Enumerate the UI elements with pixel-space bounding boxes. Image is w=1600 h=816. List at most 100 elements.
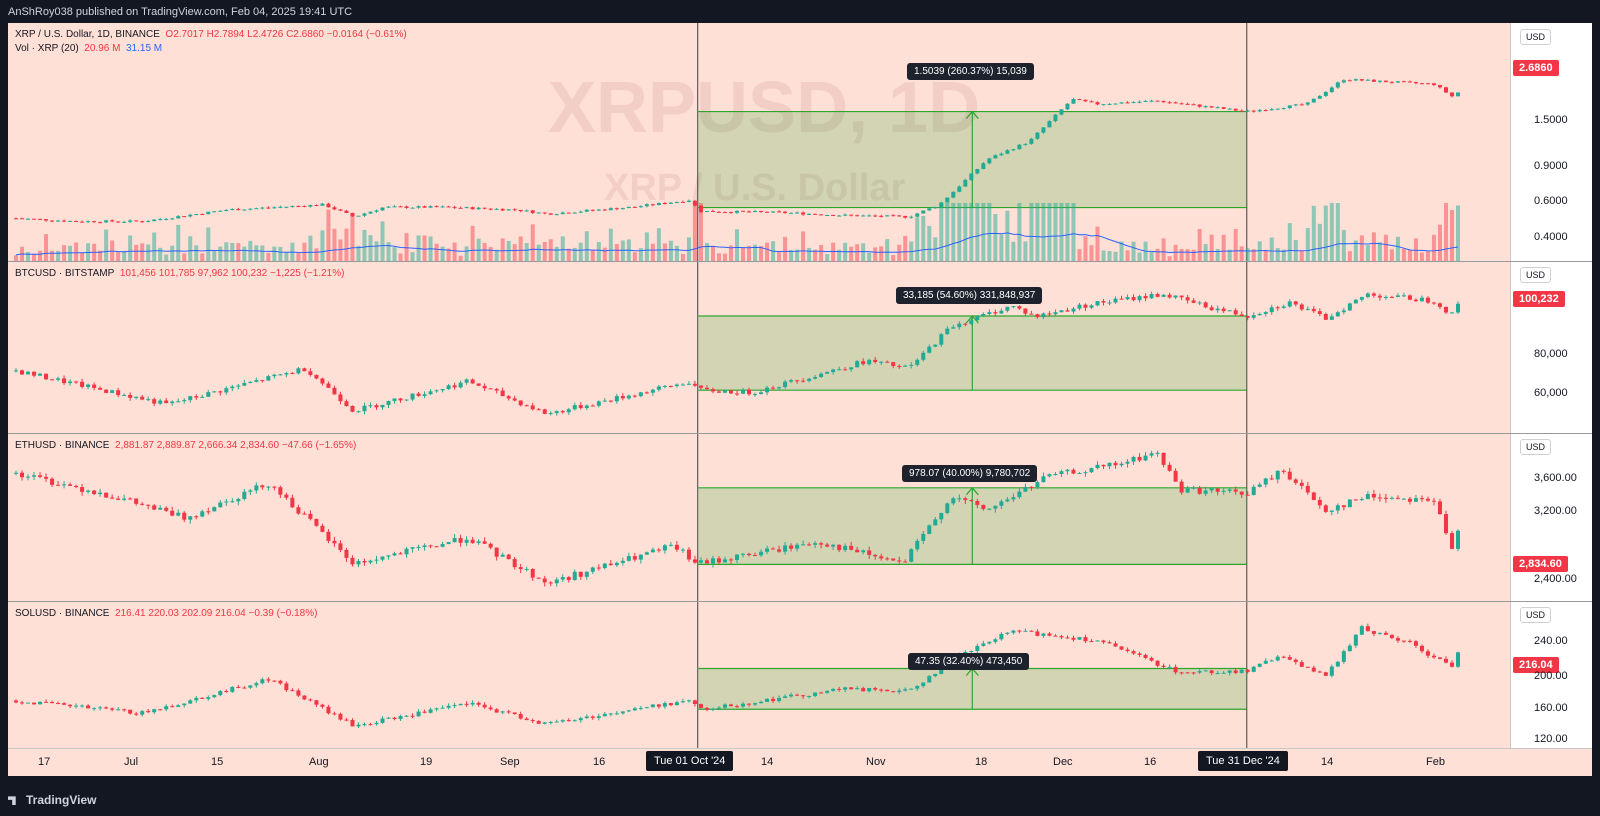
candle-body <box>873 215 878 217</box>
candle-body <box>62 220 67 222</box>
volume-bar <box>686 237 691 261</box>
eth-measure-label[interactable]: 978.07 (40.00%) 9,780,702 <box>902 465 1038 482</box>
time-axis[interactable]: 17 Jul 15 Aug 19 Sep 16 Tue 01 Oct '24 1… <box>8 748 1592 776</box>
sol-currency-label[interactable]: USD <box>1520 607 1552 623</box>
candle-body <box>1095 464 1100 469</box>
candle-body <box>855 361 860 368</box>
candle-body <box>1053 635 1058 637</box>
candle-body <box>951 498 956 504</box>
eth-pane[interactable]: ETHUSD · BINANCE 2,881.87 2,889.87 2,666… <box>8 434 1592 601</box>
candle-body <box>1383 497 1388 499</box>
pane-divider[interactable] <box>8 261 1592 262</box>
candle-body <box>608 713 613 715</box>
candle-body <box>326 706 331 714</box>
candle-body <box>1197 104 1202 107</box>
sol-price-axis[interactable] <box>1510 602 1592 748</box>
volume-bar <box>1023 241 1028 261</box>
candle-body <box>620 711 625 714</box>
candle-body <box>254 208 259 210</box>
eth-candles <box>14 434 1460 601</box>
candle-body <box>296 368 301 374</box>
candle-body <box>548 213 553 215</box>
candle-body <box>1287 471 1292 480</box>
volume-bar <box>146 244 151 261</box>
candle-body <box>656 704 661 707</box>
btc-price-axis[interactable] <box>1510 262 1592 433</box>
time-label: 16 <box>593 756 606 768</box>
candle-body <box>188 516 193 520</box>
candle-body <box>626 395 631 399</box>
candle-body <box>278 206 283 208</box>
candle-body <box>56 703 61 705</box>
candle-body <box>704 387 709 390</box>
volume-bar <box>987 203 992 261</box>
volume-bar <box>1161 238 1166 261</box>
chart-area[interactable]: XRPUSD, 1D XRP / U.S. Dollar XRP / U.S. … <box>8 23 1592 785</box>
candle-body <box>825 214 830 216</box>
candle-body <box>1341 80 1346 83</box>
btc-pane[interactable]: BTCUSD · BITSTAMP 101,456 101,785 97,962… <box>8 262 1592 433</box>
candle-body <box>146 504 151 506</box>
volume-bar <box>638 248 643 261</box>
xrp-measure-label[interactable]: 1.5039 (260.37%) 15,039 <box>907 63 1034 80</box>
candle-body <box>765 698 770 702</box>
candle-body <box>668 385 673 387</box>
candle-body <box>1137 653 1142 655</box>
candle-body <box>1305 666 1310 668</box>
candle-body <box>506 711 511 713</box>
candle-body <box>452 538 457 543</box>
eth-currency-label[interactable]: USD <box>1520 439 1552 455</box>
candle-body <box>164 400 169 404</box>
candle-body <box>987 508 992 510</box>
tradingview-logo[interactable]: TradingView <box>8 793 96 807</box>
candle-body <box>1071 637 1076 640</box>
xrp-price-axis[interactable] <box>1510 23 1592 261</box>
eth-price-axis[interactable] <box>1510 434 1592 601</box>
volume-bar <box>590 249 595 261</box>
volume-bar <box>446 248 451 261</box>
volume-bar <box>879 246 884 261</box>
volume-bar <box>464 246 469 261</box>
candle-body <box>440 206 445 208</box>
candle-body <box>957 498 962 500</box>
sol-measure-label[interactable]: 47.35 (32.40%) 473,450 <box>908 653 1030 670</box>
candle-body <box>242 383 247 386</box>
candle-body <box>272 680 277 682</box>
candle-body <box>1263 312 1268 314</box>
candle-body <box>110 708 115 710</box>
pane-divider[interactable] <box>8 433 1592 434</box>
volume-bar <box>1431 234 1436 261</box>
xrp-pane[interactable]: XRPUSD, 1D XRP / U.S. Dollar XRP / U.S. … <box>8 23 1592 261</box>
candle-body <box>380 556 385 560</box>
candle-body <box>993 312 998 314</box>
candle-body <box>32 702 37 705</box>
pane-divider[interactable] <box>8 601 1592 602</box>
time-label: 14 <box>1321 756 1334 768</box>
candle-body <box>614 208 619 210</box>
candle-body <box>1353 499 1358 501</box>
candle-body <box>1125 297 1130 300</box>
candle-body <box>56 220 61 222</box>
candle-body <box>789 545 794 549</box>
candle-body <box>1299 104 1304 106</box>
xrp-currency-label[interactable]: USD <box>1520 29 1552 45</box>
candle-body <box>470 539 475 544</box>
btc-currency-label[interactable]: USD <box>1520 267 1552 283</box>
candle-body <box>1071 308 1076 312</box>
volume-bar <box>735 229 739 261</box>
candle-body <box>92 384 97 388</box>
candle-body <box>1227 310 1232 312</box>
volume-bar <box>1359 235 1364 261</box>
volume-bar <box>206 227 211 261</box>
candle-body <box>741 703 746 707</box>
candle-body <box>915 359 920 365</box>
candle-body <box>1119 102 1124 104</box>
volume-bar <box>398 253 403 261</box>
sol-y-label: 120.00 <box>1534 733 1568 745</box>
volume-bar <box>188 236 193 261</box>
candle-body <box>1113 298 1118 303</box>
btc-measure-label[interactable]: 33,185 (54.60%) 331,848,937 <box>896 287 1043 304</box>
candle-body <box>476 541 481 544</box>
sol-pane[interactable]: SOLUSD · BINANCE 216.41 220.03 202.09 21… <box>8 602 1592 748</box>
candle-body <box>1011 497 1016 500</box>
